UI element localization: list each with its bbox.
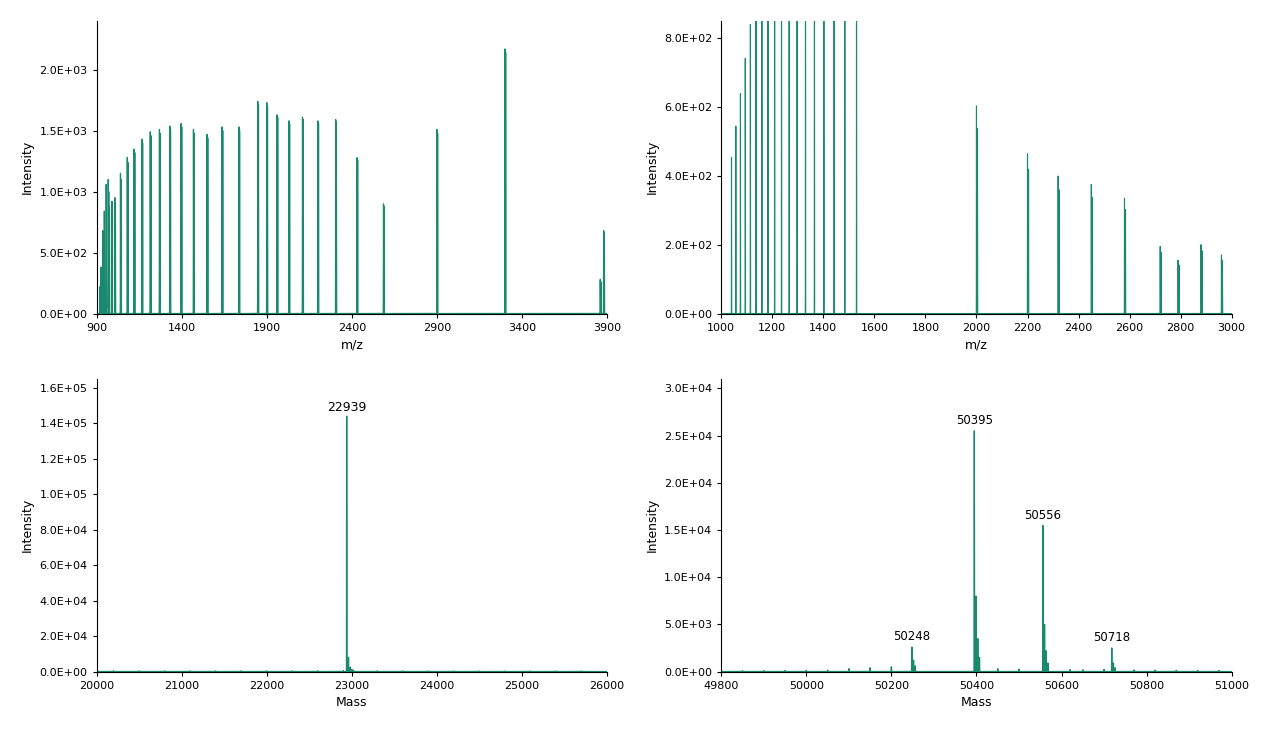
Y-axis label: Intensity: Intensity — [20, 498, 34, 553]
X-axis label: Mass: Mass — [960, 696, 992, 709]
Text: 50718: 50718 — [1093, 631, 1130, 645]
Y-axis label: Intensity: Intensity — [645, 498, 658, 553]
X-axis label: Mass: Mass — [337, 696, 367, 709]
Text: 50248: 50248 — [893, 631, 931, 643]
Text: 50556: 50556 — [1025, 509, 1062, 522]
Y-axis label: Intensity: Intensity — [22, 140, 34, 194]
Text: 50395: 50395 — [956, 414, 993, 427]
Text: 22939: 22939 — [326, 401, 366, 414]
X-axis label: m/z: m/z — [340, 338, 363, 351]
X-axis label: m/z: m/z — [965, 338, 988, 351]
Y-axis label: Intensity: Intensity — [645, 140, 658, 194]
